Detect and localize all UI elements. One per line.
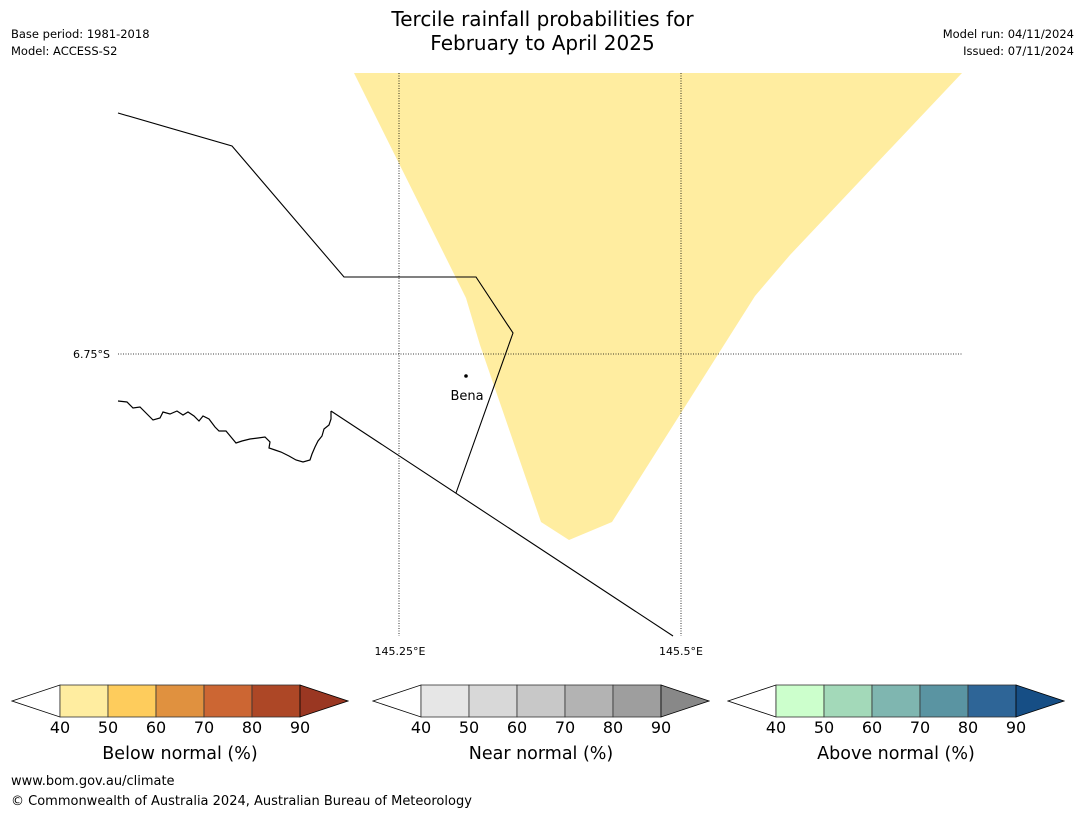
lat-label: 6.75°S [73, 348, 110, 361]
footer-url[interactable]: www.bom.gov.au/climate [11, 774, 175, 789]
colorbar-swatch [251, 684, 301, 718]
colorbar-tick-label: 40 [410, 718, 432, 737]
lon-label-145-5: 145.5°E [659, 645, 703, 658]
colorbar-tick-label: 90 [650, 718, 672, 737]
colorbar-label: Near normal (%) [468, 744, 614, 764]
colorbar-swatch [59, 684, 109, 718]
colorbar-tick-label: 60 [145, 718, 167, 737]
colorbar-tick-label: 60 [506, 718, 528, 737]
colorbar-over-triangle [660, 684, 710, 718]
colorbar-over-triangle [1015, 684, 1065, 718]
province-boundary [117, 112, 514, 494]
title-line-2: February to April 2025 [430, 31, 655, 55]
colorbar-swatch [516, 684, 566, 718]
title-line-1: Tercile rainfall probabilities for [391, 7, 694, 31]
meta-left: Base period: 1981-2018 Model: ACCESS-S2 [11, 26, 150, 60]
colorbar-under-triangle [11, 684, 61, 718]
colorbar-tick-label: 80 [602, 718, 624, 737]
colorbar-tick-label: 70 [554, 718, 576, 737]
colorbar-label: Below normal (%) [102, 744, 258, 764]
colorbar-swatches [372, 684, 710, 718]
colorbar-swatch [203, 684, 253, 718]
colorbar-swatch [107, 684, 157, 718]
colorbar-under-triangle [372, 684, 422, 718]
colorbar-tick-label: 40 [765, 718, 787, 737]
issued-date: Issued: 07/11/2024 [963, 44, 1074, 58]
model-name: Model: ACCESS-S2 [11, 44, 118, 58]
colorbar-swatch [871, 684, 921, 718]
district-boundary [330, 410, 674, 637]
colorbar-swatches [11, 684, 349, 718]
lon-label-145-25: 145.25°E [375, 645, 426, 658]
colorbar-tick-label: 90 [289, 718, 311, 737]
colorbar-swatch [564, 684, 614, 718]
colorbar-tick-label: 70 [909, 718, 931, 737]
colorbar-tick-label: 70 [193, 718, 215, 737]
colorbar-swatch [919, 684, 969, 718]
coastline-river [117, 400, 332, 463]
below-normal-region [354, 73, 962, 540]
colorbar-tick-label: 80 [957, 718, 979, 737]
colorbar-swatch [775, 684, 825, 718]
footer-copyright: © Commonwealth of Australia 2024, Austra… [11, 794, 472, 809]
colorbar-tick-label: 80 [241, 718, 263, 737]
map-title: Tercile rainfall probabilities for Febru… [0, 7, 1085, 55]
colorbar-tick-label: 50 [458, 718, 480, 737]
colorbar-swatch [468, 684, 518, 718]
colorbar-swatch [823, 684, 873, 718]
model-run: Model run: 04/11/2024 [942, 27, 1074, 41]
colorbar-swatch [155, 684, 205, 718]
bena-marker [464, 374, 468, 378]
colorbar-tick-label: 60 [861, 718, 883, 737]
colorbar-swatches [727, 684, 1065, 718]
colorbar-swatch [420, 684, 470, 718]
colorbar-tick-label: 90 [1005, 718, 1027, 737]
meta-right: Model run: 04/11/2024 Issued: 07/11/2024 [943, 26, 1074, 60]
colorbar-over-triangle [299, 684, 349, 718]
map-canvas: Bena 6.75°S 145.25°E 145.5°E [73, 73, 963, 658]
base-period: Base period: 1981-2018 [11, 27, 150, 41]
colorbar-tick-label: 50 [813, 718, 835, 737]
colorbar-under-triangle [727, 684, 777, 718]
colorbar-swatch [612, 684, 662, 718]
colorbar-swatch [967, 684, 1017, 718]
colorbar-tick-label: 40 [49, 718, 71, 737]
colorbar-label: Above normal (%) [817, 744, 975, 764]
place-label-bena: Bena [450, 389, 483, 404]
colorbar-tick-label: 50 [97, 718, 119, 737]
